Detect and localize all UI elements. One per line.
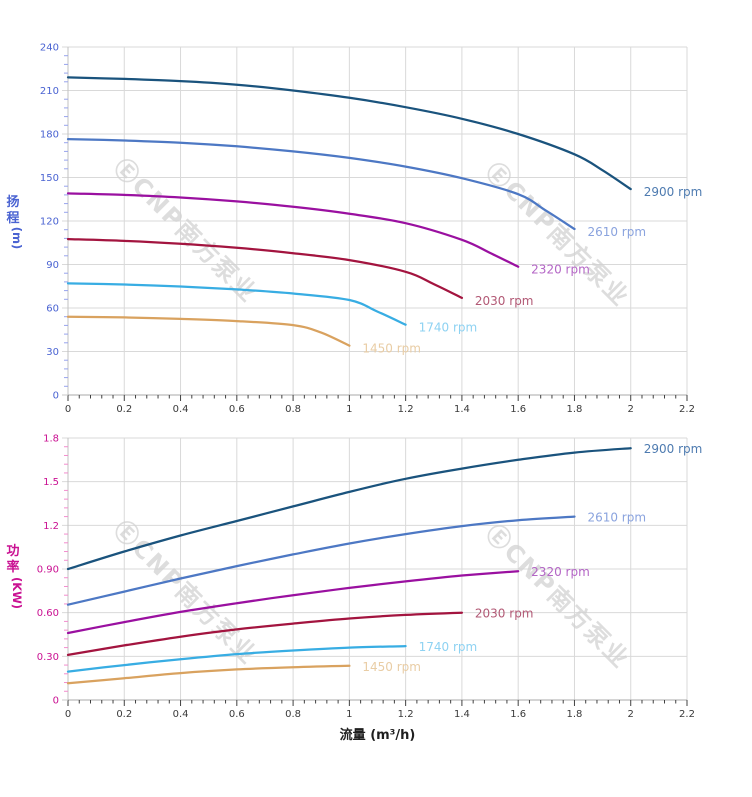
y-tick-label: 240 <box>40 43 59 54</box>
x-tick-label: 1 <box>346 404 352 415</box>
x-tick-label: 2.2 <box>679 709 695 720</box>
y-tick-label: 0.90 <box>37 565 59 576</box>
x-tick-label: 2 <box>628 404 634 415</box>
x-tick-label: 1.2 <box>398 404 414 415</box>
y-tick-label: 60 <box>46 304 59 315</box>
x-tick-label: 0.2 <box>116 404 132 415</box>
y-axis-title-unit: (KW) <box>10 577 24 609</box>
curve-2900-rpm-power-vs-flow <box>66 447 632 571</box>
x-tick-label: 0.2 <box>116 709 132 720</box>
curve-label-1450-rpm: 1450 rpm <box>362 660 421 674</box>
curve-label-2030-rpm: 2030 rpm <box>475 294 534 308</box>
y-tick-label: 0.60 <box>37 608 59 619</box>
curve-label-1740-rpm: 1740 rpm <box>419 321 478 335</box>
y-tick-label: 180 <box>40 130 59 141</box>
curve-label-1740-rpm: 1740 rpm <box>419 640 478 654</box>
head-vs-flow-axes: 0 0.2 0.4 0.6 0.8 1 1.2 1.4 1.6 1.8 2 2.2 0 30 60 90 120… <box>40 43 695 416</box>
x-tick-label: 0 <box>65 709 71 720</box>
power-vs-flow-grid <box>62 437 688 700</box>
x-tick-label: 1 <box>346 709 352 720</box>
power-vs-flow-series: 2900 rpm 2610 rpm 2320 rpm 2030 rpm 1740 rpm… <box>66 442 703 685</box>
curve-label-2320-rpm: 2320 rpm <box>531 565 590 579</box>
x-tick-label: 0.6 <box>229 404 245 415</box>
y-tick-label: 1.5 <box>43 477 59 488</box>
curve-1450-rpm-head-vs-flow <box>66 315 351 347</box>
x-tick-label: 1.2 <box>398 709 414 720</box>
curve-label-2030-rpm: 2030 rpm <box>475 607 534 621</box>
x-tick-label: 2.2 <box>679 404 695 415</box>
x-tick-label: 2 <box>628 709 634 720</box>
curve-label-1450-rpm: 1450 rpm <box>362 342 421 356</box>
curve-2320-rpm-power-vs-flow <box>66 570 520 635</box>
x-tick-label: 1.6 <box>510 404 526 415</box>
y-tick-label: 30 <box>46 347 59 358</box>
power-vs-flow-y-axis-title: 功率 (KW) <box>6 544 24 609</box>
y-tick-label: 90 <box>46 260 59 271</box>
x-tick-label: 1.4 <box>454 709 470 720</box>
x-tick-label: 0.8 <box>285 404 301 415</box>
curve-2610-rpm-head-vs-flow <box>66 137 576 231</box>
y-axis-title-unit: (m) <box>10 227 24 250</box>
y-axis-title-char: 扬 <box>6 194 19 210</box>
x-axis-title: 流量 (m³/h) <box>340 727 416 743</box>
curve-1740-rpm-head-vs-flow <box>66 282 407 326</box>
y-tick-label: 120 <box>40 217 59 228</box>
y-tick-label: 0 <box>53 391 59 402</box>
curve-label-2610-rpm: 2610 rpm <box>587 225 646 239</box>
y-tick-label: 210 <box>40 86 59 97</box>
x-tick-label: 1.6 <box>510 709 526 720</box>
y-tick-label: 1.2 <box>43 521 59 532</box>
x-tick-label: 0.4 <box>173 404 189 415</box>
x-tick-label: 0 <box>65 404 71 415</box>
curve-1740-rpm-power-vs-flow <box>66 644 407 673</box>
y-axis-title-char: 功 <box>6 544 19 559</box>
power-vs-flow-axes: 0 0.2 0.4 0.6 0.8 1 1.2 1.4 1.6 1.8 2 2.2 0 0.30 0.60 0… <box>37 434 695 721</box>
y-tick-label: 0.30 <box>37 652 59 663</box>
curve-label-2900-rpm: 2900 rpm <box>644 185 703 199</box>
curve-1450-rpm-power-vs-flow <box>66 664 351 685</box>
head-vs-flow-y-axis-title: 扬程(m) <box>6 194 24 249</box>
x-tick-label: 1.8 <box>567 709 583 720</box>
y-tick-label: 0 <box>53 696 59 707</box>
curve-2900-rpm-head-vs-flow <box>66 76 632 191</box>
curve-2610-rpm-power-vs-flow <box>66 515 576 606</box>
y-axis-title-char: 率 <box>6 559 19 575</box>
curve-2320-rpm-head-vs-flow <box>66 192 520 268</box>
y-axis-title-char: 程 <box>6 211 19 226</box>
x-tick-label: 1.4 <box>454 404 470 415</box>
y-tick-label: 150 <box>40 173 59 184</box>
curve-label-2610-rpm: 2610 rpm <box>587 511 646 525</box>
curve-label-2320-rpm: 2320 rpm <box>531 263 590 277</box>
curve-2030-rpm-power-vs-flow <box>66 611 464 657</box>
x-tick-label: 1.8 <box>567 404 583 415</box>
curve-label-2900-rpm: 2900 rpm <box>644 442 703 456</box>
x-tick-label: 0.6 <box>229 709 245 720</box>
x-tick-label: 0.8 <box>285 709 301 720</box>
head-vs-flow-series: 2900 rpm 2610 rpm 2320 rpm 2030 rpm 1740 rpm… <box>66 76 703 356</box>
x-tick-label: 0.4 <box>173 709 189 720</box>
curve-2030-rpm-head-vs-flow <box>66 237 464 300</box>
y-tick-label: 1.8 <box>43 434 59 445</box>
